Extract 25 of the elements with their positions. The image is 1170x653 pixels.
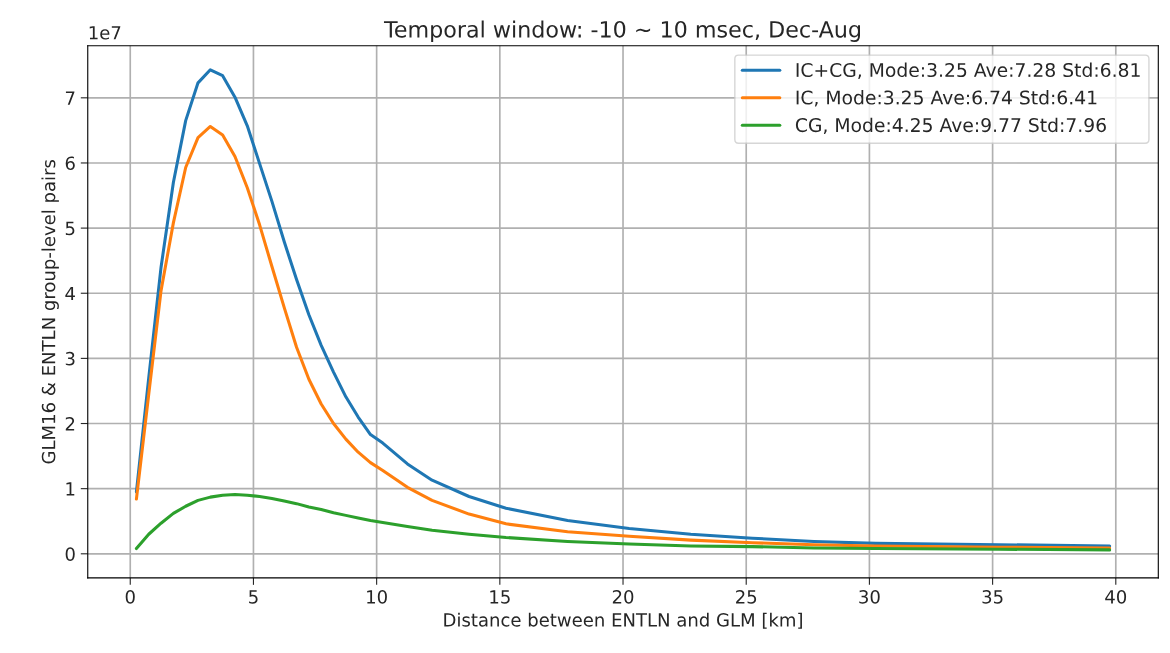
y-tick-label: 2 [65, 416, 75, 431]
y-tick-label: 3 [65, 351, 75, 366]
y-tick-label: 4 [65, 286, 75, 301]
legend-label: IC+CG, Mode:3.25 Ave:7.28 Std:6.81 [796, 62, 1140, 80]
line-series [134, 493, 1112, 552]
x-tick-label: 5 [249, 590, 258, 604]
y-axis-title: GLM16 & ENTLN group-level pairs [41, 159, 59, 464]
x-tick-label: 20 [612, 590, 634, 604]
x-tick-label: 0 [125, 590, 135, 604]
legend-label: IC, Mode:3.25 Ave:6.74 Std:6.41 [796, 90, 1097, 107]
y-tick-label: 7 [65, 91, 75, 105]
legend-label: CG, Mode:4.25 Ave:9.77 Std:7.96 [795, 117, 1106, 135]
chart-title: Temporal window: -10 ~ 10 msec, Dec-Aug [383, 20, 860, 42]
x-tick-label: 40 [1105, 590, 1127, 604]
text: 1e7 [89, 26, 121, 40]
y-tick-label: 6 [65, 156, 75, 171]
y-tick-label: 5 [65, 221, 75, 236]
y-tick-label: 0 [65, 547, 75, 561]
x-tick-label: 30 [859, 590, 880, 604]
y-tick-label: 1 [66, 482, 75, 496]
x-tick-label: 15 [490, 590, 510, 604]
x-tick-label: 25 [736, 590, 757, 604]
x-tick-label: 35 [982, 590, 1003, 604]
x-axis-title: Distance between ENTLN and GLM [km] [444, 612, 802, 629]
x-tick-label: 10 [367, 590, 387, 604]
